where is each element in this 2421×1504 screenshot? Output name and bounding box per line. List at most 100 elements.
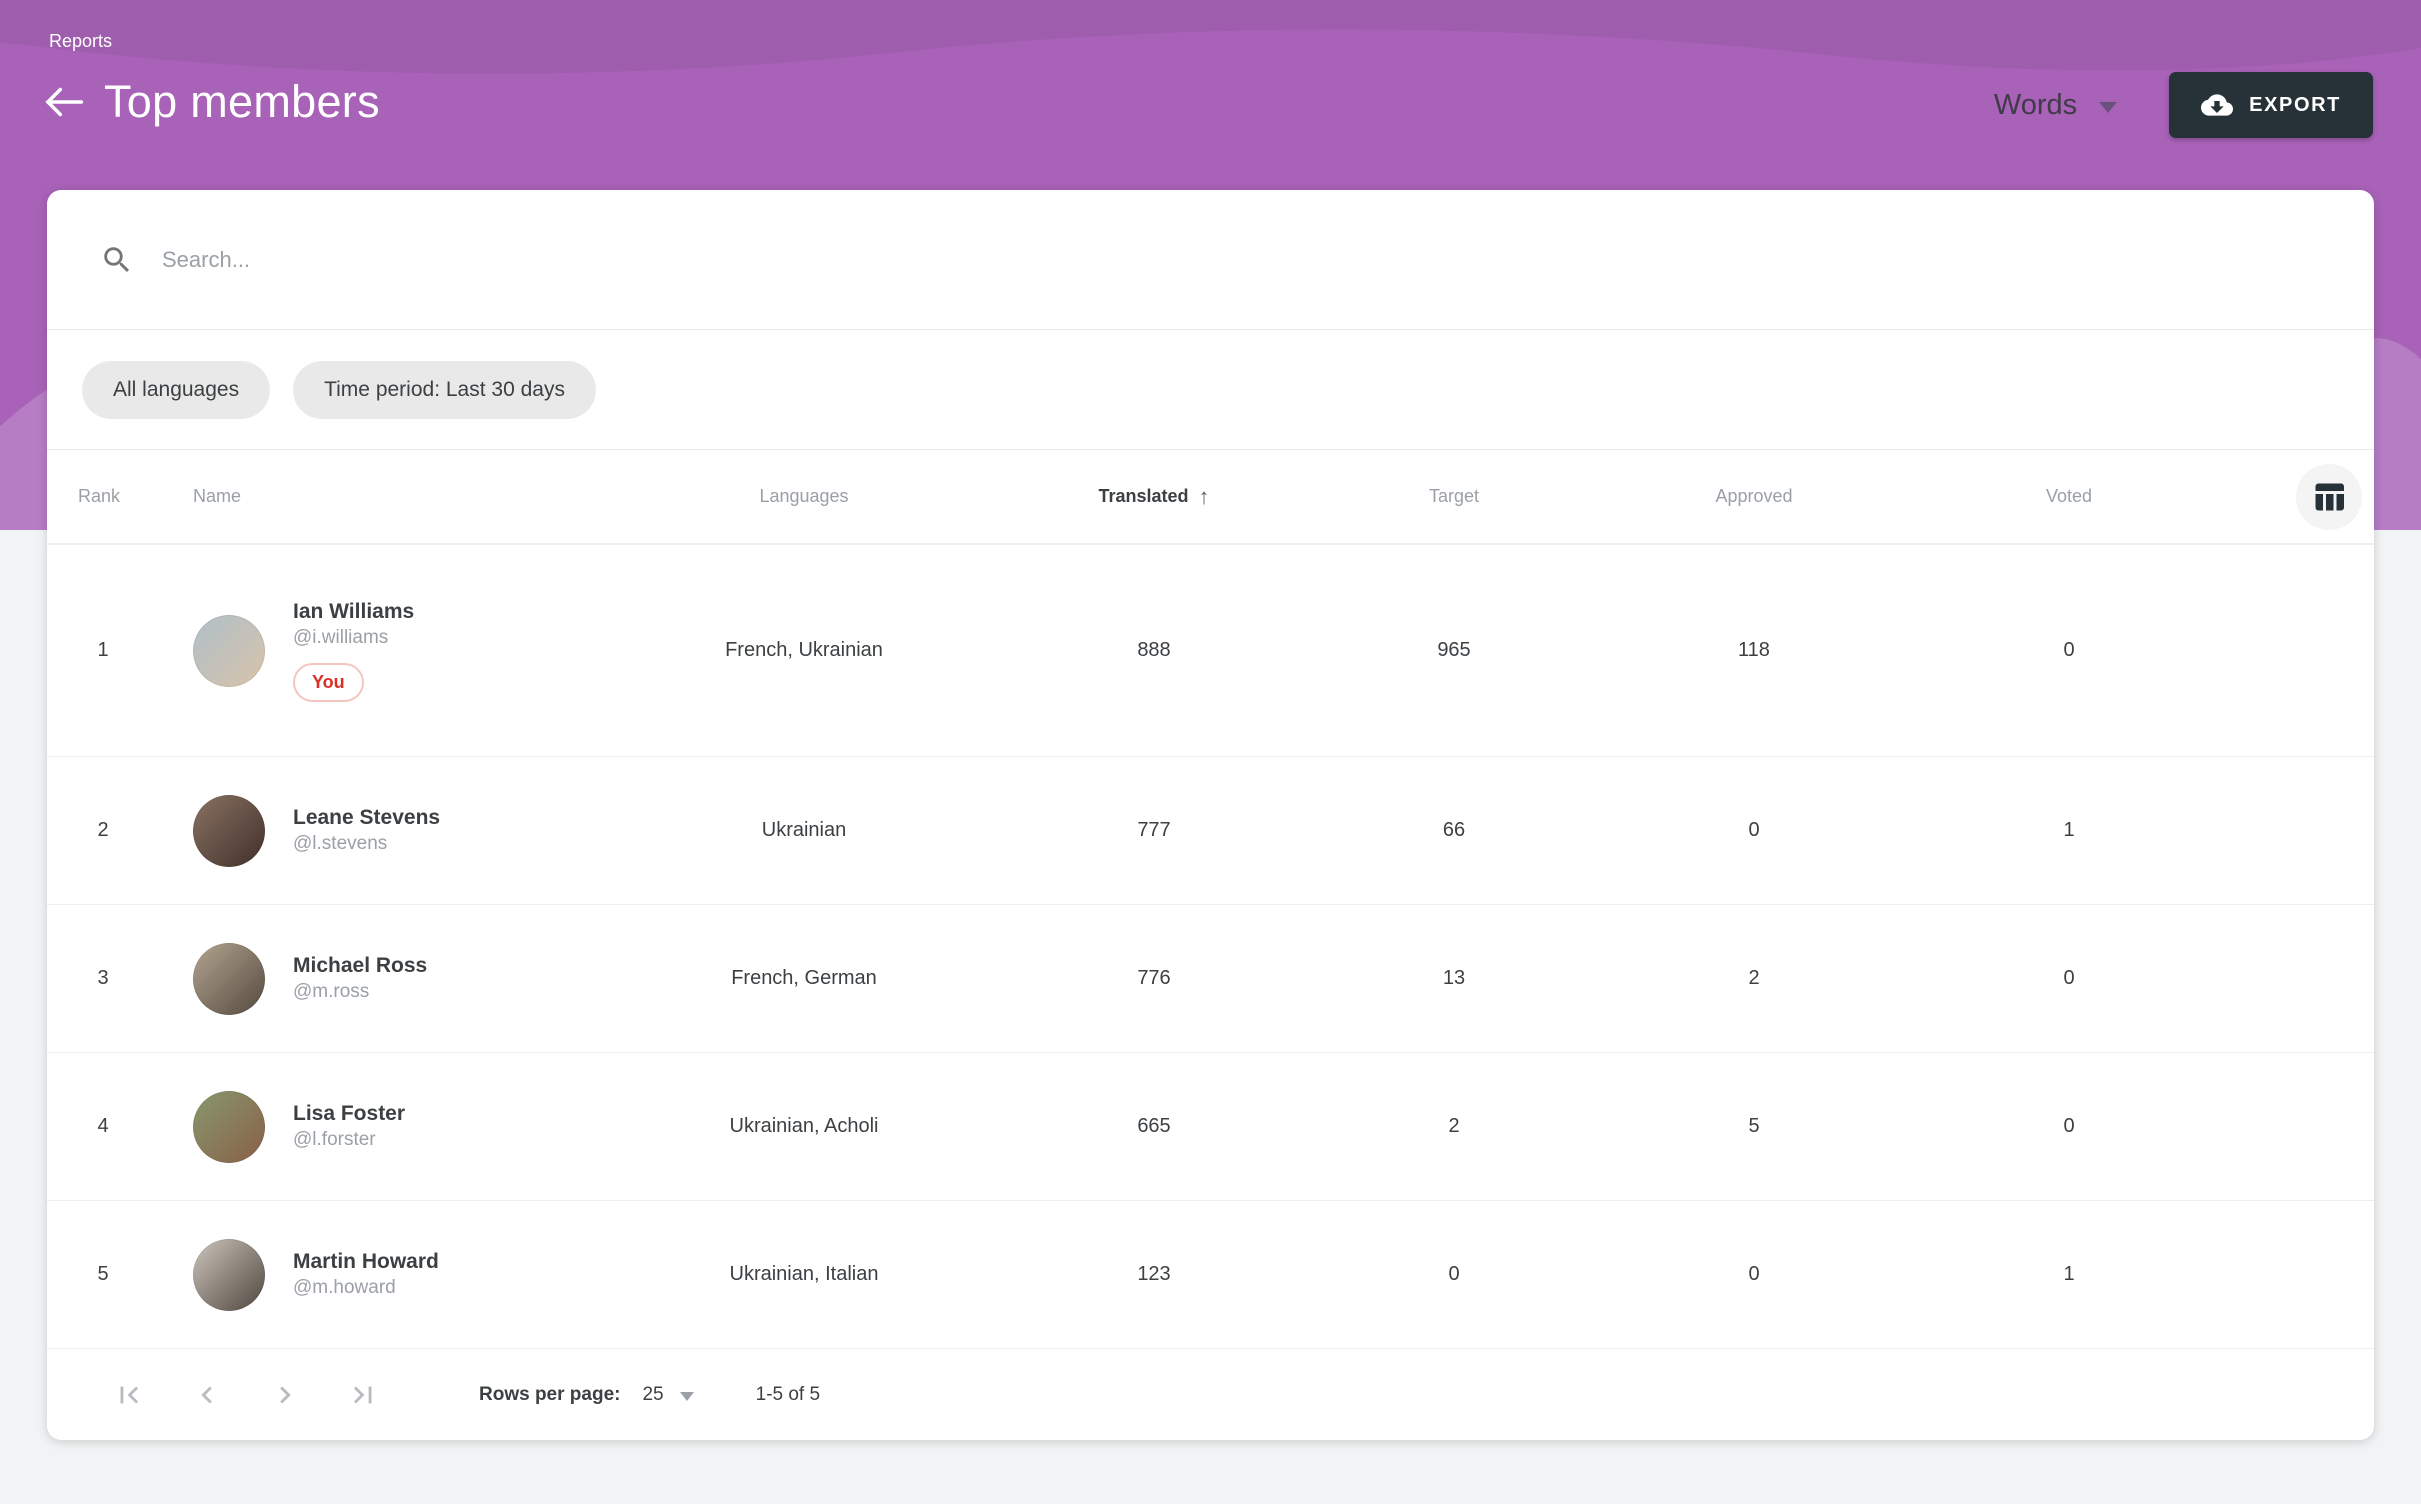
column-header-voted[interactable]: Voted [2045, 486, 2093, 506]
member-name[interactable]: Leane Stevens [293, 806, 441, 829]
target-cell: 965 [1437, 639, 1471, 661]
member-info: Lisa Foster @l.forster [293, 1102, 405, 1151]
member-name[interactable]: Michael Ross [293, 954, 428, 977]
report-card: All languages Time period: Last 30 days … [47, 190, 2374, 1440]
breadcrumb[interactable]: Reports [49, 31, 113, 51]
column-header-actions [2234, 463, 2374, 530]
page-title: Top members [104, 76, 380, 127]
rows-per-page-label: Rows per page: [479, 1383, 621, 1405]
filter-chip-languages[interactable]: All languages [82, 360, 271, 419]
member-info: Leane Stevens @l.stevens [293, 806, 440, 855]
target-cell: 0 [1448, 1263, 1460, 1285]
approved-cell: 5 [1748, 1115, 1760, 1137]
title-row: Top members [40, 76, 380, 128]
search-bar [47, 190, 2374, 330]
rank-cell: 2 [97, 819, 109, 841]
first-page-icon [120, 1386, 139, 1403]
name-cell: Leane Stevens @l.stevens [157, 794, 604, 867]
column-header-approved[interactable]: Approved [1715, 486, 1793, 506]
last-page-button[interactable] [339, 1371, 387, 1419]
first-page-button[interactable] [105, 1371, 153, 1419]
avatar [193, 794, 265, 867]
rank-cell: 1 [97, 639, 109, 661]
member-info: Ian Williams @i.williams You [293, 600, 414, 702]
unit-dropdown-value: Words [1993, 88, 2078, 121]
table-columns-icon [2315, 483, 2344, 510]
translated-cell: 123 [1137, 1263, 1171, 1285]
table-row[interactable]: 4 Lisa Foster @l.forster Ukrainian, Acho… [47, 1053, 2374, 1201]
target-cell: 13 [1442, 967, 1466, 989]
avatar [193, 1238, 265, 1311]
column-header-languages[interactable]: Languages [759, 486, 849, 506]
voted-cell: 1 [2063, 819, 2075, 841]
translated-cell: 665 [1137, 1115, 1171, 1137]
pagination-range: 1-5 of 5 [755, 1383, 821, 1405]
translated-cell: 776 [1137, 967, 1171, 989]
voted-cell: 0 [2063, 1115, 2075, 1137]
languages-cell: Ukrainian [761, 819, 847, 841]
column-header-target[interactable]: Target [1428, 486, 1480, 506]
member-handle: @m.howard [293, 1277, 396, 1298]
member-handle: @i.williams [293, 626, 389, 648]
languages-cell: Ukrainian, Acholi [729, 1115, 879, 1137]
languages-cell: French, Ukrainian [725, 639, 883, 661]
export-button-label: EXPORT [2249, 93, 2341, 116]
configure-columns-button[interactable] [2296, 463, 2362, 530]
approved-cell: 0 [1748, 1263, 1760, 1285]
avatar [193, 614, 265, 687]
member-handle: @l.forster [293, 1129, 376, 1150]
name-cell: Michael Ross @m.ross [157, 942, 604, 1015]
languages-cell: Ukrainian, Italian [729, 1263, 879, 1285]
name-cell: Ian Williams @i.williams You [157, 600, 604, 702]
target-cell: 66 [1442, 819, 1466, 841]
member-name[interactable]: Ian Williams [293, 599, 415, 623]
name-cell: Martin Howard @m.howard [157, 1238, 604, 1311]
column-header-rank[interactable]: Rank [78, 486, 121, 506]
approved-cell: 0 [1748, 819, 1760, 841]
previous-page-button[interactable] [183, 1371, 231, 1419]
member-info: Michael Ross @m.ross [293, 954, 427, 1003]
unit-dropdown[interactable]: Words [1993, 88, 2118, 122]
table-row[interactable]: 3 Michael Ross @m.ross French, German 77… [47, 905, 2374, 1053]
cloud-download-icon [2201, 94, 2234, 116]
member-handle: @l.stevens [293, 833, 388, 854]
member-name[interactable]: Martin Howard [293, 1250, 439, 1273]
search-input[interactable] [162, 246, 2334, 273]
column-header-translated-label: Translated [1098, 486, 1189, 506]
voted-cell: 1 [2063, 1263, 2075, 1285]
column-header-name[interactable]: Name [193, 486, 242, 506]
table-row[interactable]: 2 Leane Stevens @l.stevens Ukrainian 777… [47, 757, 2374, 905]
chevron-right-icon [280, 1386, 291, 1403]
avatar [193, 942, 265, 1015]
rows-per-page-value: 25 [642, 1383, 664, 1405]
name-cell: Lisa Foster @l.forster [157, 1090, 604, 1163]
rank-cell: 3 [97, 967, 109, 989]
last-page-icon [353, 1386, 372, 1403]
you-badge: You [293, 662, 364, 702]
voted-cell: 0 [2063, 639, 2075, 661]
filter-chip-time-period[interactable]: Time period: Last 30 days [293, 360, 596, 419]
back-button[interactable] [40, 78, 88, 126]
member-handle: @m.ross [293, 981, 370, 1002]
approved-cell: 2 [1748, 967, 1760, 989]
export-button[interactable]: EXPORT [2169, 72, 2373, 138]
table-header-row: Rank Name Languages Translated ↑ Target … [47, 450, 2374, 545]
table-row[interactable]: 1 Ian Williams @i.williams You French, U… [47, 545, 2374, 757]
search-icon [104, 246, 130, 272]
header-actions: Words EXPORT [1994, 72, 2373, 138]
member-name[interactable]: Lisa Foster [293, 1102, 406, 1125]
pagination-bar: Rows per page: 25 1-5 of 5 [47, 1349, 2374, 1440]
rank-cell: 5 [97, 1263, 109, 1285]
next-page-button[interactable] [261, 1371, 309, 1419]
member-info: Martin Howard @m.howard [293, 1250, 439, 1299]
rank-cell: 4 [97, 1115, 109, 1137]
rows-per-page-select[interactable]: 25 [642, 1383, 694, 1406]
chevron-down-icon [2099, 101, 2118, 113]
target-cell: 2 [1448, 1115, 1460, 1137]
table-row[interactable]: 5 Martin Howard @m.howard Ukrainian, Ita… [47, 1201, 2374, 1349]
avatar [193, 1090, 265, 1163]
column-header-translated[interactable]: Translated ↑ [1004, 484, 1304, 510]
filter-chips-row: All languages Time period: Last 30 days [47, 330, 2374, 450]
languages-cell: French, German [731, 967, 877, 989]
